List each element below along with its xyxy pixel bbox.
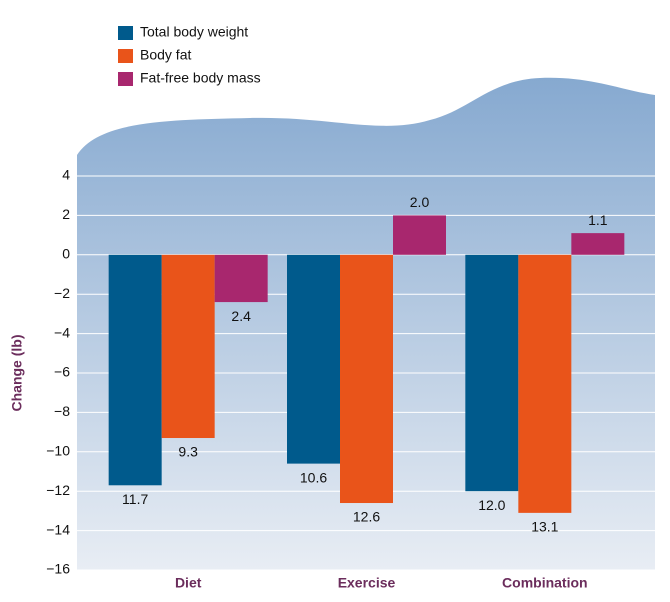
value-label: 2.4 bbox=[231, 308, 251, 324]
bar bbox=[393, 215, 446, 255]
y-tick-label: −14 bbox=[46, 521, 70, 537]
legend-label: Total body weight bbox=[140, 24, 248, 40]
bar bbox=[214, 254, 268, 303]
x-tick-label: Combination bbox=[502, 575, 588, 591]
y-tick-label: −16 bbox=[46, 561, 70, 577]
y-tick-label: 0 bbox=[62, 246, 70, 262]
value-label: 10.6 bbox=[300, 469, 327, 485]
x-tick-label: Diet bbox=[175, 575, 202, 591]
bar bbox=[465, 254, 519, 492]
legend-label: Body fat bbox=[140, 47, 191, 63]
value-label: 12.0 bbox=[478, 497, 505, 513]
y-tick-label: −6 bbox=[54, 364, 70, 380]
bar bbox=[571, 233, 625, 255]
y-tick-label: 2 bbox=[62, 206, 70, 222]
y-tick-label: −10 bbox=[46, 443, 70, 459]
value-label: 2.0 bbox=[410, 194, 430, 210]
y-tick-label: −4 bbox=[54, 324, 70, 340]
bar bbox=[161, 254, 215, 439]
legend-swatch bbox=[118, 26, 133, 40]
value-label: 9.3 bbox=[178, 444, 198, 460]
legend-swatch bbox=[118, 72, 133, 86]
legend-swatch bbox=[118, 49, 133, 63]
bar bbox=[287, 254, 340, 464]
bar bbox=[340, 254, 393, 504]
value-label: 11.7 bbox=[122, 491, 148, 507]
bar bbox=[108, 254, 162, 486]
x-tick-label: Exercise bbox=[338, 575, 396, 591]
value-label: 12.6 bbox=[353, 509, 380, 525]
legend-label: Fat-free body mass bbox=[140, 70, 261, 86]
bar bbox=[518, 254, 572, 513]
y-axis-label: Change (lb) bbox=[9, 335, 25, 412]
y-tick-label: −12 bbox=[46, 482, 70, 498]
y-tick-label: −2 bbox=[54, 285, 70, 301]
value-label: 1.1 bbox=[588, 212, 608, 228]
y-tick-label: 4 bbox=[62, 167, 70, 183]
value-label: 13.1 bbox=[531, 519, 558, 535]
y-tick-label: −8 bbox=[54, 403, 70, 419]
